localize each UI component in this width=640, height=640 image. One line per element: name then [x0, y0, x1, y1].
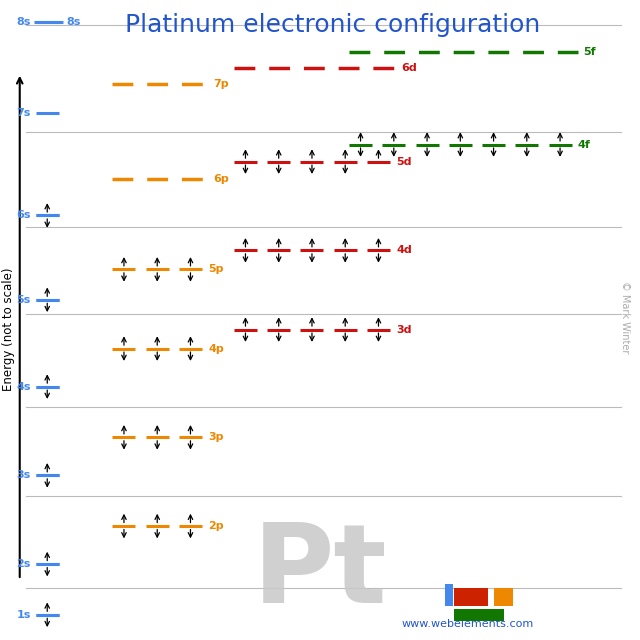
Bar: [454, 588, 488, 606]
Text: 3s: 3s: [17, 470, 31, 481]
Text: 8s: 8s: [67, 17, 81, 26]
Text: 2s: 2s: [16, 559, 31, 569]
Text: Platinum electronic configuration: Platinum electronic configuration: [125, 13, 541, 36]
Text: 5s: 5s: [17, 295, 31, 305]
Text: © Mark Winter: © Mark Winter: [620, 281, 630, 353]
Text: 5f: 5f: [583, 47, 596, 57]
Text: 6d: 6d: [401, 63, 417, 73]
Bar: [493, 588, 513, 606]
Text: 7p: 7p: [214, 79, 229, 89]
Text: www.webelements.com: www.webelements.com: [401, 619, 534, 628]
Text: 7s: 7s: [16, 108, 31, 118]
Bar: [454, 609, 504, 621]
Text: 2p: 2p: [209, 521, 224, 531]
Text: 5p: 5p: [209, 264, 224, 275]
Text: Energy (not to scale): Energy (not to scale): [2, 268, 15, 391]
Text: 8s: 8s: [16, 17, 31, 26]
Text: 6p: 6p: [214, 173, 229, 184]
Text: Pt: Pt: [253, 520, 388, 627]
Text: 4f: 4f: [578, 140, 591, 150]
Text: 1s: 1s: [16, 610, 31, 620]
Bar: [445, 584, 452, 606]
Text: 3d: 3d: [396, 324, 412, 335]
Text: 6s: 6s: [16, 211, 31, 221]
Text: 5d: 5d: [396, 157, 412, 166]
Text: 4s: 4s: [16, 381, 31, 392]
Text: 4d: 4d: [396, 245, 412, 255]
Text: 3p: 3p: [209, 433, 224, 442]
Text: 4p: 4p: [209, 344, 224, 353]
